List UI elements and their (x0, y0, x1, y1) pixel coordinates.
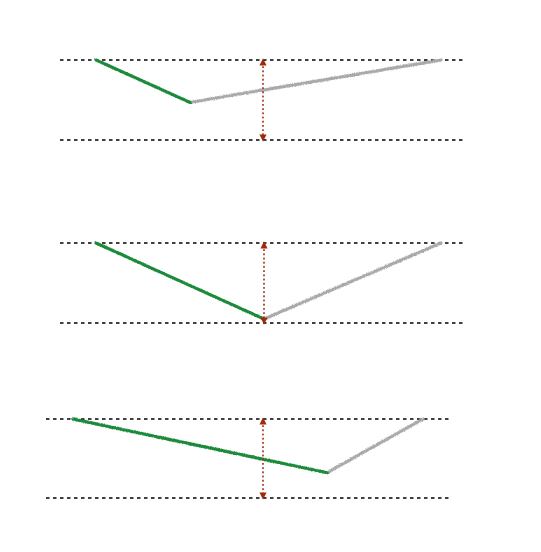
right-gray-segment (262, 241, 443, 321)
panel-middle (60, 241, 466, 325)
left-green-segment (71, 417, 329, 475)
left-green-segment (94, 241, 266, 321)
left-green-segment (94, 58, 192, 105)
right-gray-segment (325, 417, 425, 475)
panel-top (60, 58, 466, 142)
right-gray-segment (188, 58, 443, 105)
panel-bottom (46, 417, 452, 500)
